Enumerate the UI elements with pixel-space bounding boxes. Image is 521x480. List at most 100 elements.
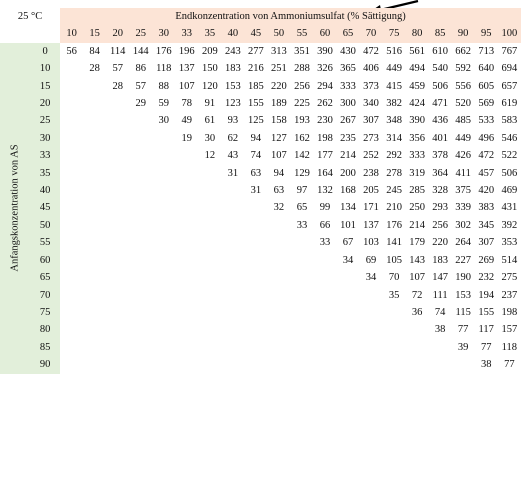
table-cell: 43	[221, 147, 245, 165]
table-cell: 194	[474, 286, 498, 304]
table-cell	[129, 216, 153, 235]
table-cell: 153	[221, 77, 245, 96]
table-cell	[359, 321, 383, 339]
table-cell	[129, 147, 153, 165]
table-cell: 485	[451, 112, 475, 130]
row-label: 33	[30, 147, 61, 165]
table-cell	[106, 95, 130, 113]
table-cell	[106, 164, 130, 183]
table-cell	[267, 321, 291, 339]
table-cell: 86	[129, 60, 153, 78]
table-cell	[106, 234, 130, 252]
table-cell	[290, 338, 314, 357]
table-cell	[221, 338, 245, 357]
table-cell: 269	[474, 251, 498, 270]
table-cell: 390	[313, 42, 337, 61]
table-cell	[198, 321, 222, 339]
side-caption: Anfangskonzentration von AS	[9, 144, 21, 272]
table-cell	[129, 129, 153, 148]
table-cell	[129, 182, 153, 200]
table-cell	[83, 321, 107, 339]
table-cell: 662	[451, 42, 475, 61]
table-cell: 569	[474, 95, 498, 113]
table-cell	[290, 303, 314, 322]
table-cell: 157	[497, 321, 521, 339]
table-cell	[60, 182, 84, 200]
table-cell	[267, 234, 291, 252]
table-cell: 583	[497, 112, 521, 130]
table-cell	[221, 216, 245, 235]
header-row: 10 15 20 25 30 33 35 40 45 50 55 60 65 70 75 80 85 90 95 10…	[0, 25, 521, 43]
table-cell: 351	[290, 42, 314, 61]
table-cell: 189	[267, 95, 291, 113]
table-cell: 556	[451, 77, 475, 96]
table-cell	[244, 234, 268, 252]
table-cell: 230	[313, 112, 337, 130]
table-cell: 364	[428, 164, 452, 183]
table-cell: 164	[313, 164, 337, 183]
table-cell: 469	[497, 182, 521, 200]
table-cell: 74	[428, 303, 452, 322]
table-cell: 93	[221, 112, 245, 130]
table-cell	[198, 251, 222, 270]
table-cell	[83, 251, 107, 270]
table-cell	[336, 321, 360, 339]
table-cell: 114	[106, 42, 130, 61]
table-cell: 137	[175, 60, 199, 78]
table-cell: 767	[497, 42, 521, 61]
table-cell: 107	[175, 77, 199, 96]
table-cell: 373	[359, 77, 383, 96]
table-cell	[244, 251, 268, 270]
column-header: 40	[221, 25, 245, 43]
table-cell: 449	[451, 129, 475, 148]
column-header: 90	[451, 25, 475, 43]
header-spacer	[0, 25, 30, 42]
table-cell	[83, 216, 107, 235]
table-cell	[336, 338, 360, 357]
table-cell: 74	[244, 147, 268, 165]
table-cell	[152, 182, 176, 200]
table-cell: 307	[359, 112, 383, 130]
table-cell	[244, 269, 268, 287]
table-cell	[290, 251, 314, 270]
table-cell: 97	[290, 182, 314, 200]
table-cell: 424	[405, 95, 429, 113]
table-cell	[198, 286, 222, 304]
table-cell: 198	[497, 303, 521, 322]
table-cell	[129, 321, 153, 339]
table-cell	[198, 338, 222, 357]
table-cell	[244, 338, 268, 357]
table-cell	[267, 356, 291, 374]
table-cell: 66	[313, 216, 337, 235]
table-cell: 278	[382, 164, 406, 183]
table-cell: 134	[336, 199, 360, 217]
table-cell: 300	[336, 95, 360, 113]
table-cell: 293	[428, 199, 452, 217]
table-cell: 28	[83, 60, 107, 78]
side-caption-cell: Anfangskonzentration von AS	[0, 42, 31, 374]
table-cell: 33	[290, 216, 314, 235]
table-cell	[221, 286, 245, 304]
table-cell	[60, 129, 84, 148]
table-cell: 88	[152, 77, 176, 96]
table-cell	[129, 112, 153, 130]
table-cell	[129, 251, 153, 270]
table-cell: 107	[405, 269, 429, 287]
table-cell	[382, 303, 406, 322]
table-cell	[129, 338, 153, 357]
table-cell	[129, 303, 153, 322]
table-cell: 77	[497, 356, 521, 374]
table-cell	[83, 112, 107, 130]
table-cell	[83, 95, 107, 113]
table-cell: 99	[313, 199, 337, 217]
table-cell: 57	[106, 60, 130, 78]
caption-row: 25 °C Endkonzentration von Ammoniumsulfa…	[0, 8, 521, 26]
table-row: 30 19 30 62 94 127 162 198 235 273 314 356 401 449 496…	[0, 129, 521, 148]
table-cell: 449	[382, 60, 406, 78]
table-cell: 592	[451, 60, 475, 78]
table-row: 50 33 66 101 137 176 214 256 302 345 392	[0, 216, 521, 235]
table-cell	[60, 112, 84, 130]
table-cell	[83, 199, 107, 217]
row-label: 70	[30, 286, 61, 304]
table-cell	[129, 234, 153, 252]
